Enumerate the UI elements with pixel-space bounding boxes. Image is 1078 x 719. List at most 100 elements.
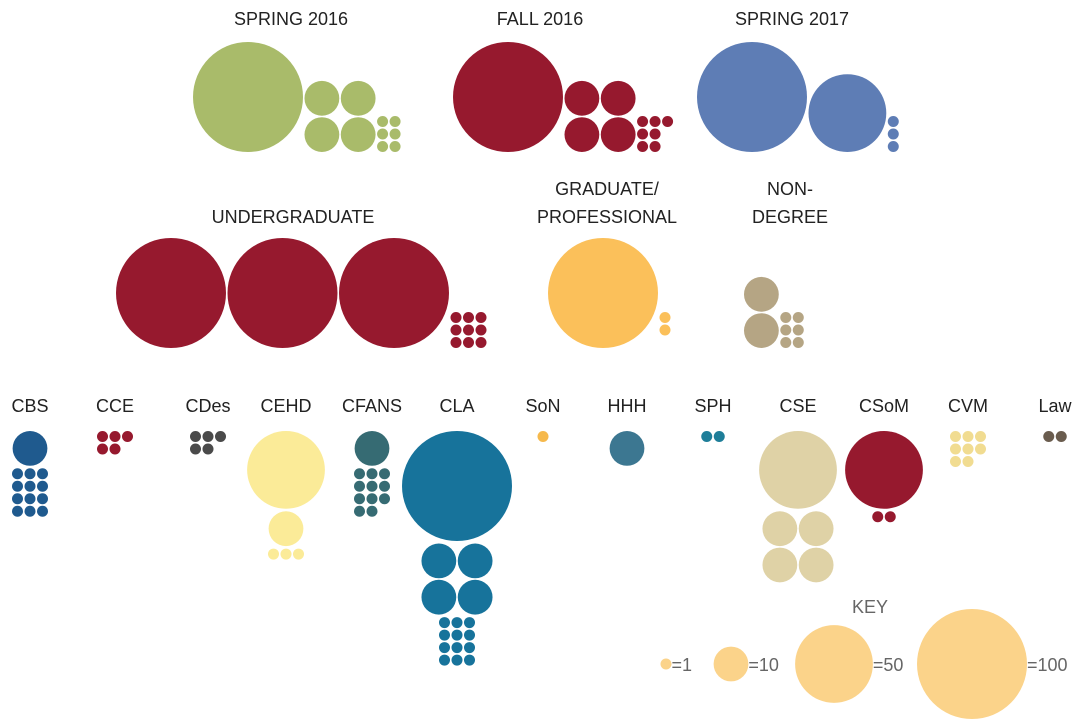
unit-circle — [339, 238, 449, 348]
unit-circle — [379, 468, 390, 480]
unit-circle — [389, 141, 401, 152]
key-label: =1 — [672, 655, 693, 675]
group-label: CDes — [185, 396, 230, 416]
group-label: SPH — [694, 396, 731, 416]
unit-circle — [762, 511, 798, 547]
unit-circle — [744, 313, 779, 349]
unit-circle — [366, 493, 378, 505]
unit-circle — [377, 116, 389, 127]
unit-circle — [439, 629, 450, 641]
unit-circle — [564, 80, 600, 116]
unit-circle — [37, 493, 48, 505]
unit-circle — [354, 493, 365, 505]
unit-circle — [950, 443, 961, 455]
unit-circle — [340, 80, 376, 116]
unit-circle — [475, 337, 487, 348]
group-label: FALL 2016 — [497, 9, 583, 29]
unit-circle — [293, 548, 304, 560]
unit-circle — [193, 42, 303, 152]
unit-circle — [697, 42, 807, 152]
group-label: SPRING 2016 — [234, 9, 348, 29]
unit-circle — [887, 141, 899, 152]
unit-circle — [109, 443, 121, 455]
group-label: HHH — [608, 396, 647, 416]
unit-circle — [792, 337, 804, 348]
group-label: CBS — [11, 396, 48, 416]
unit-circle — [637, 141, 649, 152]
unit-circle — [304, 117, 340, 152]
unit-circle — [366, 468, 378, 480]
unit-circle — [637, 128, 649, 140]
key-circle — [795, 625, 873, 703]
unit-circle — [24, 468, 36, 480]
unit-circle — [975, 443, 986, 455]
unit-circle — [659, 324, 671, 336]
unit-circle — [808, 74, 887, 152]
unit-circle — [463, 324, 474, 336]
unit-circle — [190, 431, 201, 442]
unit-circle — [421, 579, 457, 615]
unit-circle — [12, 431, 48, 466]
unit-circle — [451, 642, 463, 654]
unit-circle — [439, 654, 450, 666]
unit-circle — [463, 312, 474, 323]
unit-circle — [379, 493, 390, 505]
group-label: GRADUATE/ — [555, 179, 659, 199]
unit-circle — [389, 128, 401, 140]
unit-circle — [451, 617, 463, 629]
unit-circle — [887, 128, 899, 140]
key-label: =50 — [873, 655, 904, 675]
unit-circle — [24, 493, 36, 505]
unit-circle — [600, 117, 636, 152]
unit-circle — [457, 543, 493, 579]
unit-circle — [762, 547, 798, 583]
unit-circle — [280, 548, 292, 560]
unit-circle — [975, 431, 986, 442]
unit-circle — [12, 505, 23, 517]
unit-circle — [463, 337, 474, 348]
unit-circle — [421, 543, 457, 579]
unit-circle — [792, 312, 804, 323]
unit-circle — [97, 431, 108, 442]
unit-circle — [1043, 431, 1055, 442]
unit-circle — [450, 337, 462, 348]
unit-circle — [377, 128, 389, 140]
unit-circle — [845, 431, 923, 509]
group-label: CCE — [96, 396, 134, 416]
unit-circle — [122, 431, 133, 442]
unit-circle — [366, 505, 378, 517]
key-title: KEY — [852, 597, 888, 617]
unit-circle — [24, 480, 36, 492]
unit-circle — [1055, 431, 1067, 442]
unit-circle — [12, 480, 23, 492]
unit-circle — [792, 324, 804, 336]
group-label: DEGREE — [752, 207, 828, 227]
unit-circle — [377, 141, 389, 152]
unit-circle — [354, 505, 365, 517]
group-label: CFANS — [342, 396, 402, 416]
group-label: CSE — [779, 396, 816, 416]
group-label: Law — [1038, 396, 1072, 416]
unit-circle — [451, 654, 463, 666]
unit-circle — [268, 511, 304, 547]
unit-circle — [450, 312, 462, 323]
unit-circle — [759, 431, 837, 509]
unit-circle — [464, 642, 475, 654]
unit-circle — [453, 42, 563, 152]
key: KEY =1 =10 =50 =100 — [660, 597, 1068, 719]
unit-circle — [744, 276, 779, 312]
unit-circle — [713, 431, 725, 442]
unit-circle — [962, 431, 974, 442]
unit-circle — [12, 468, 23, 480]
unit-circle — [268, 548, 279, 560]
unit-circle — [227, 238, 338, 348]
unit-circle — [950, 431, 961, 442]
unit-circle — [887, 116, 899, 127]
unit-circle — [389, 116, 401, 127]
key-circle — [917, 609, 1027, 719]
unit-circle — [202, 431, 214, 442]
group-label: PROFESSIONAL — [537, 207, 677, 227]
unit-circle — [247, 431, 325, 509]
unit-circle — [475, 312, 487, 323]
unit-circle — [215, 431, 226, 442]
